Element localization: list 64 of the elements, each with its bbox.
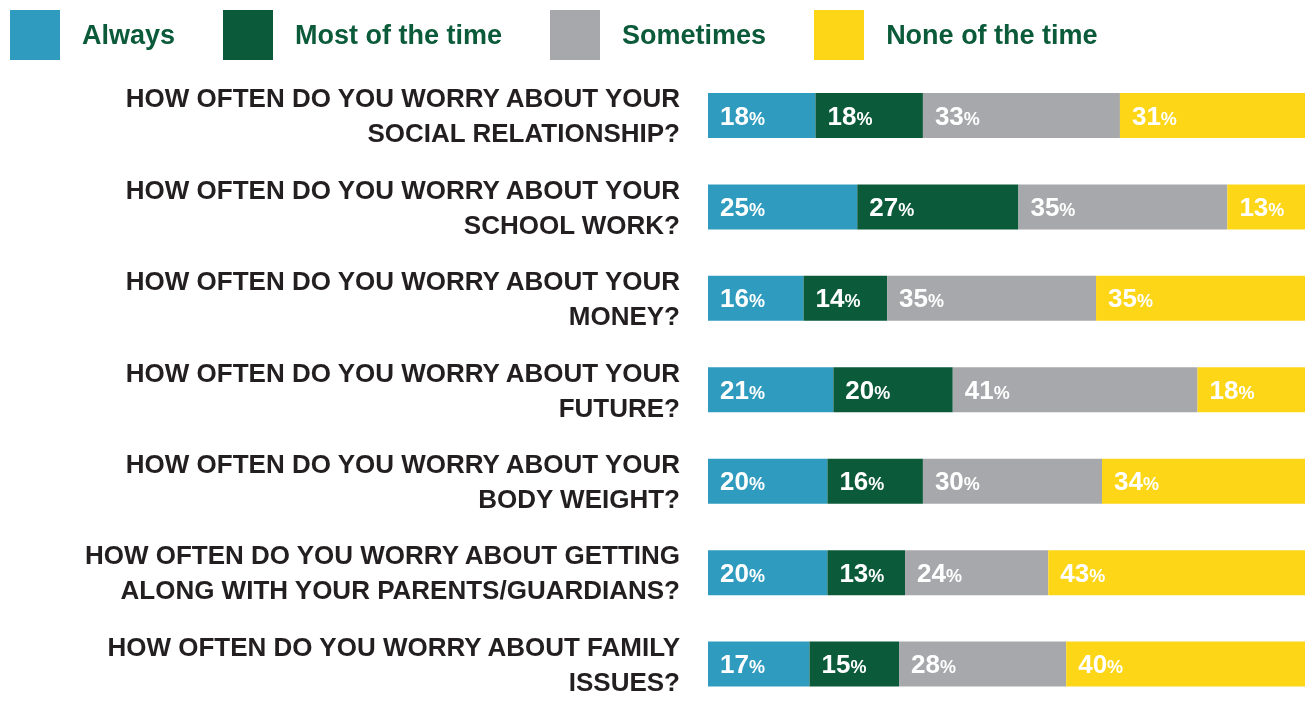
y-tick-label: HOW OFTEN DO YOU WORRY ABOUT GETTING ALONG WITH YOUR PARENTS/GUARDIANS? <box>84 540 680 606</box>
y-tick-label: HOW OFTEN DO YOU WORRY ABOUT YOUR SCHOOL WORK? <box>125 174 681 240</box>
data-label: 17% <box>720 649 765 680</box>
bar <box>815 93 923 138</box>
bar <box>1018 184 1228 230</box>
y-tick-label: HOW OFTEN DO YOU WORRY ABOUT YOUR BODY WEIGHT? <box>125 448 681 514</box>
bar <box>905 550 1049 596</box>
data-label: 18% <box>720 100 765 131</box>
data-label: 15% <box>821 649 867 680</box>
data-label: 20% <box>845 374 891 405</box>
legend-label: Sometimes <box>622 19 767 51</box>
bar <box>922 458 1103 504</box>
bar <box>1102 458 1305 504</box>
legend-label: Most of the time <box>295 19 503 51</box>
bar <box>1066 641 1305 687</box>
legend-label: None of the time <box>886 19 1098 51</box>
bar <box>708 458 828 504</box>
bar <box>708 275 804 321</box>
data-label: 18% <box>1209 374 1255 405</box>
bar <box>922 93 1120 138</box>
data-label: 13% <box>1239 191 1285 222</box>
data-label: 21% <box>720 374 765 405</box>
data-label: 20% <box>720 557 765 588</box>
bar <box>887 275 1097 321</box>
data-label: 35% <box>899 283 945 314</box>
y-tick-label: HOW OFTEN DO YOU WORRY ABOUT FAMILY ISSUES? <box>107 631 680 697</box>
bar <box>899 641 1067 687</box>
data-label: 18% <box>827 100 873 131</box>
data-label: 34% <box>1114 466 1159 497</box>
data-label: 43% <box>1060 557 1106 588</box>
bar <box>708 641 810 687</box>
bar <box>952 367 1198 413</box>
data-label: 31% <box>1131 100 1177 131</box>
bar <box>1119 93 1305 138</box>
data-label: 33% <box>934 100 980 131</box>
bar <box>708 184 858 230</box>
bar <box>833 367 953 413</box>
data-label: 24% <box>917 557 962 588</box>
bar <box>708 550 828 596</box>
bar <box>708 93 816 138</box>
bar <box>809 641 900 687</box>
data-label: 27% <box>869 191 915 222</box>
data-label: 16% <box>720 283 765 314</box>
data-label: 25% <box>720 191 765 222</box>
data-label: 35% <box>1030 191 1076 222</box>
data-label: 35% <box>1108 283 1153 314</box>
y-tick-label: HOW OFTEN DO YOU WORRY ABOUT YOUR MONEY? <box>125 266 681 332</box>
data-label: 13% <box>839 557 885 588</box>
bar <box>827 458 923 504</box>
legend-label: Always <box>82 19 176 51</box>
bar <box>1197 367 1305 413</box>
bar <box>857 184 1019 230</box>
bar <box>1048 550 1305 596</box>
y-tick-label: HOW OFTEN DO YOU WORRY ABOUT YOUR SOCIAL RELATIONSHIP? <box>125 83 681 149</box>
data-label: 40% <box>1078 649 1124 680</box>
data-label: 30% <box>934 466 980 497</box>
data-label: 28% <box>911 649 956 680</box>
data-label: 14% <box>815 283 861 314</box>
data-label: 16% <box>839 466 885 497</box>
data-label: 41% <box>964 374 1010 405</box>
data-label: 20% <box>720 466 765 497</box>
y-tick-label: HOW OFTEN DO YOU WORRY ABOUT YOUR FUTURE? <box>125 357 681 423</box>
bar <box>1096 275 1305 321</box>
bar <box>708 367 834 413</box>
